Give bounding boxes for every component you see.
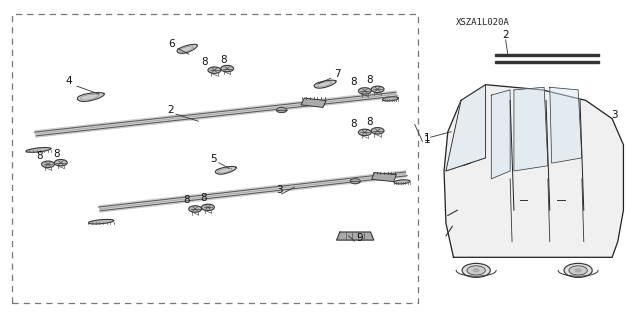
Polygon shape xyxy=(88,219,114,224)
Circle shape xyxy=(202,204,214,211)
Polygon shape xyxy=(26,148,51,152)
Polygon shape xyxy=(514,87,548,171)
Circle shape xyxy=(350,179,360,184)
Circle shape xyxy=(358,88,371,94)
Circle shape xyxy=(564,263,592,278)
Polygon shape xyxy=(314,80,336,88)
Text: 3: 3 xyxy=(611,110,618,120)
Text: 8: 8 xyxy=(367,75,373,85)
Text: 8: 8 xyxy=(53,149,60,159)
Polygon shape xyxy=(337,232,374,240)
Polygon shape xyxy=(495,54,599,56)
Polygon shape xyxy=(77,93,104,101)
Text: 8: 8 xyxy=(367,116,373,127)
Circle shape xyxy=(54,160,67,166)
Polygon shape xyxy=(495,62,599,63)
Text: 7: 7 xyxy=(334,69,340,79)
Text: 8: 8 xyxy=(221,55,227,65)
Text: 2: 2 xyxy=(502,30,509,40)
Polygon shape xyxy=(372,173,396,182)
Text: 8: 8 xyxy=(184,195,190,205)
Circle shape xyxy=(474,269,479,272)
Text: 8: 8 xyxy=(351,77,357,87)
Polygon shape xyxy=(301,98,326,108)
Text: 6: 6 xyxy=(168,39,175,49)
Text: 8: 8 xyxy=(351,119,357,129)
Text: 9: 9 xyxy=(356,233,363,243)
Text: 4: 4 xyxy=(65,76,72,86)
Circle shape xyxy=(42,161,54,167)
Circle shape xyxy=(371,86,384,93)
Polygon shape xyxy=(446,85,486,171)
Polygon shape xyxy=(492,90,510,179)
Text: 3: 3 xyxy=(276,185,282,195)
Text: 8: 8 xyxy=(200,193,207,204)
Polygon shape xyxy=(444,85,623,257)
Polygon shape xyxy=(394,180,410,184)
Circle shape xyxy=(189,206,202,212)
Circle shape xyxy=(575,269,581,272)
Text: 1: 1 xyxy=(424,135,431,145)
Polygon shape xyxy=(177,44,197,53)
Circle shape xyxy=(358,129,371,136)
Text: 5: 5 xyxy=(210,153,216,164)
Circle shape xyxy=(208,67,221,73)
Circle shape xyxy=(276,108,287,113)
Text: 8: 8 xyxy=(202,57,208,67)
Polygon shape xyxy=(383,97,398,101)
Bar xyxy=(12,14,418,303)
Circle shape xyxy=(371,128,384,134)
Circle shape xyxy=(462,263,490,278)
Circle shape xyxy=(467,266,485,275)
Text: 8: 8 xyxy=(36,151,43,161)
Text: 1: 1 xyxy=(424,133,431,143)
Text: XSZA1L020A: XSZA1L020A xyxy=(456,18,510,27)
Circle shape xyxy=(221,65,234,72)
Circle shape xyxy=(569,266,588,275)
Polygon shape xyxy=(550,87,582,163)
Polygon shape xyxy=(216,167,236,174)
Text: 2: 2 xyxy=(168,105,174,115)
